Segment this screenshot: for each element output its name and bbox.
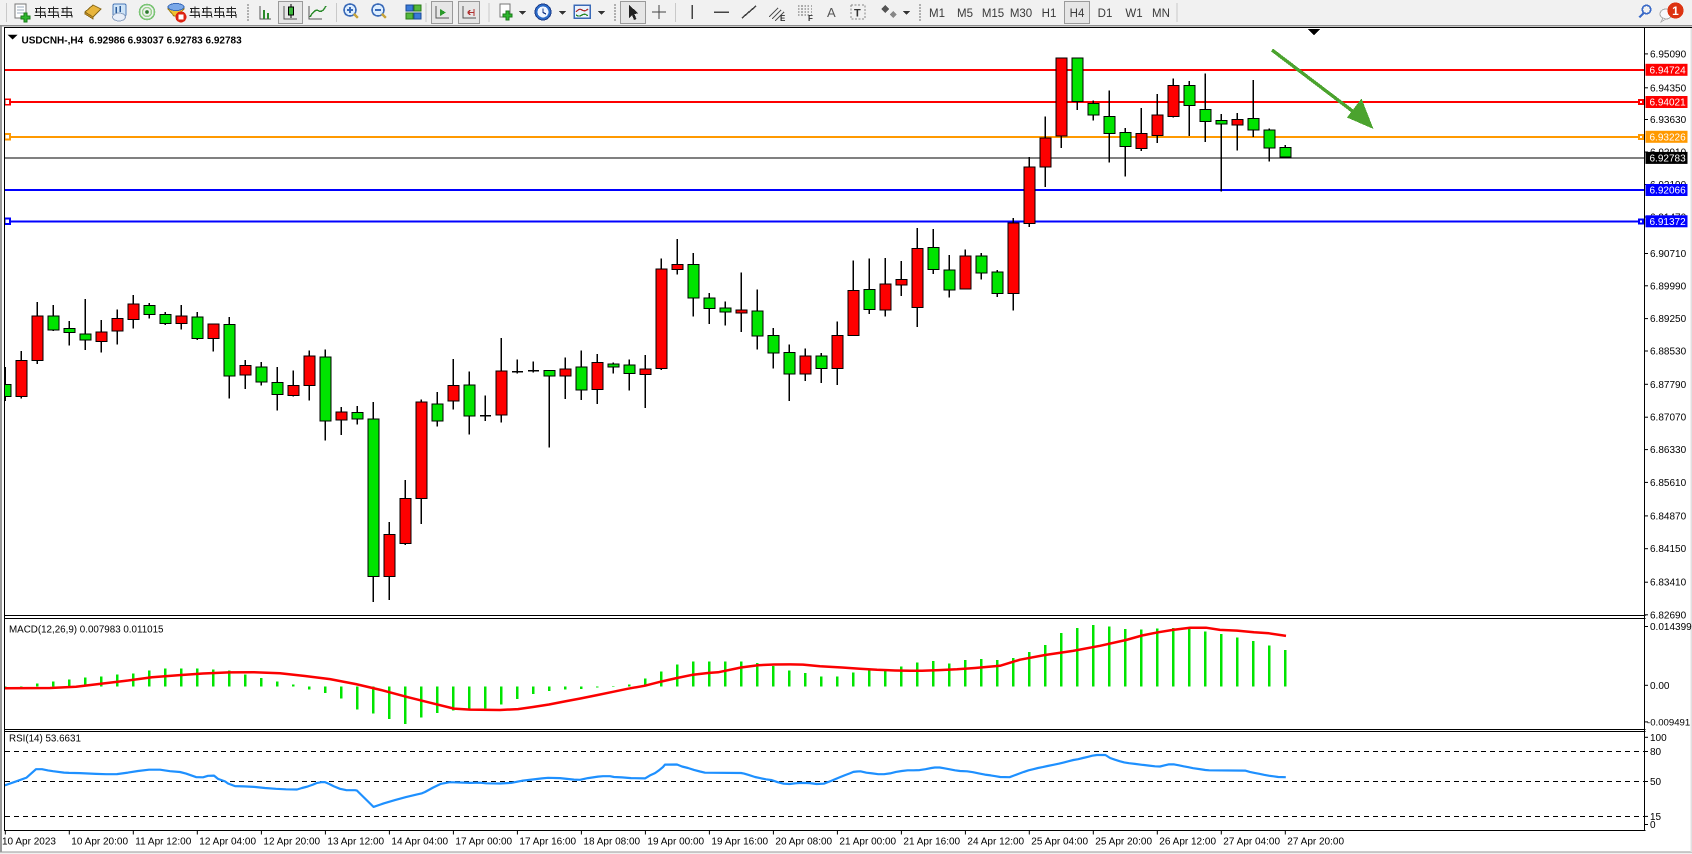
- svg-text:F: F: [808, 14, 813, 23]
- svg-text:11 Apr 12:00: 11 Apr 12:00: [135, 837, 191, 848]
- svg-text:6.88530: 6.88530: [1650, 347, 1687, 358]
- svg-text:12 Apr 04:00: 12 Apr 04:00: [199, 837, 256, 848]
- svg-text:H4: H4: [1070, 8, 1085, 20]
- svg-text:M1: M1: [929, 8, 945, 20]
- svg-text:13 Apr 12:00: 13 Apr 12:00: [327, 837, 384, 848]
- svg-text:6.94021: 6.94021: [1650, 98, 1687, 109]
- svg-text:6.83410: 6.83410: [1650, 578, 1687, 589]
- svg-text:6.86330: 6.86330: [1650, 445, 1687, 456]
- svg-text:25 Apr 20:00: 25 Apr 20:00: [1095, 837, 1152, 848]
- svg-text:27 Apr 20:00: 27 Apr 20:00: [1287, 837, 1344, 848]
- svg-text:A: A: [827, 5, 836, 20]
- svg-text:12 Apr 20:00: 12 Apr 20:00: [263, 837, 320, 848]
- svg-text:24 Apr 12:00: 24 Apr 12:00: [967, 837, 1024, 848]
- svg-text:6.93226: 6.93226: [1650, 132, 1687, 143]
- svg-text:14 Apr 04:00: 14 Apr 04:00: [391, 837, 448, 848]
- svg-text:1: 1: [1672, 4, 1679, 18]
- svg-text:6.90710: 6.90710: [1650, 249, 1687, 260]
- svg-text:-0.009491: -0.009491: [1647, 717, 1690, 728]
- svg-text:25 Apr 04:00: 25 Apr 04:00: [1031, 837, 1088, 848]
- svg-text:M30: M30: [1010, 8, 1032, 20]
- svg-text:0.014399: 0.014399: [1650, 622, 1692, 633]
- svg-text:6.89250: 6.89250: [1650, 314, 1687, 325]
- svg-text:6.94350: 6.94350: [1650, 83, 1687, 94]
- svg-text:RSI(14) 53.6631: RSI(14) 53.6631: [9, 734, 81, 745]
- svg-text:T: T: [854, 8, 861, 20]
- svg-text:H1: H1: [1042, 8, 1057, 20]
- svg-text:21 Apr 16:00: 21 Apr 16:00: [903, 837, 960, 848]
- svg-text:6.92783: 6.92783: [1650, 153, 1687, 164]
- svg-text:6.93630: 6.93630: [1650, 115, 1687, 126]
- svg-text:6.87070: 6.87070: [1650, 413, 1687, 424]
- svg-text:19 Apr 00:00: 19 Apr 00:00: [647, 837, 704, 848]
- svg-text:0: 0: [1650, 820, 1656, 831]
- svg-text:USDCNH-,H4 6.92986 6.93037 6.: USDCNH-,H4 6.92986 6.93037 6.92783 6.927…: [22, 36, 243, 47]
- svg-text:6.82690: 6.82690: [1650, 610, 1687, 621]
- svg-text:E: E: [780, 14, 786, 23]
- svg-text:6.84870: 6.84870: [1650, 511, 1687, 522]
- svg-text:MN: MN: [1152, 8, 1170, 20]
- svg-text:100: 100: [1650, 733, 1667, 744]
- svg-text:21 Apr 00:00: 21 Apr 00:00: [839, 837, 896, 848]
- svg-text:6.85610: 6.85610: [1650, 478, 1687, 489]
- svg-text:19 Apr 16:00: 19 Apr 16:00: [711, 837, 768, 848]
- svg-text:17 Apr 00:00: 17 Apr 00:00: [455, 837, 512, 848]
- svg-text:W1: W1: [1125, 8, 1142, 20]
- svg-text:10 Apr 2023: 10 Apr 2023: [2, 837, 56, 848]
- svg-text:17 Apr 16:00: 17 Apr 16:00: [519, 837, 576, 848]
- svg-text:80: 80: [1650, 747, 1662, 758]
- svg-text:6.84150: 6.84150: [1650, 544, 1687, 555]
- svg-text:27 Apr 04:00: 27 Apr 04:00: [1223, 837, 1280, 848]
- svg-text:15: 15: [1650, 812, 1662, 823]
- svg-text:6.94724: 6.94724: [1650, 65, 1687, 76]
- svg-text:10 Apr 20:00: 10 Apr 20:00: [71, 837, 128, 848]
- svg-text:6.89990: 6.89990: [1650, 281, 1687, 292]
- svg-text:6.91372: 6.91372: [1650, 217, 1687, 228]
- svg-text:20 Apr 08:00: 20 Apr 08:00: [775, 837, 832, 848]
- svg-text:6.95090: 6.95090: [1650, 49, 1687, 60]
- svg-text:6.92066: 6.92066: [1650, 186, 1687, 197]
- svg-text:6.87790: 6.87790: [1650, 380, 1687, 391]
- svg-text:D1: D1: [1098, 8, 1113, 20]
- svg-text:M5: M5: [957, 8, 973, 20]
- svg-text:0.00: 0.00: [1650, 681, 1670, 692]
- svg-text:M15: M15: [982, 8, 1004, 20]
- svg-text:50: 50: [1650, 777, 1662, 788]
- svg-text:MACD(12,26,9) 0.007983 0.01101: MACD(12,26,9) 0.007983 0.011015: [9, 625, 164, 636]
- svg-text:26 Apr 12:00: 26 Apr 12:00: [1159, 837, 1216, 848]
- svg-text:18 Apr 08:00: 18 Apr 08:00: [583, 837, 640, 848]
